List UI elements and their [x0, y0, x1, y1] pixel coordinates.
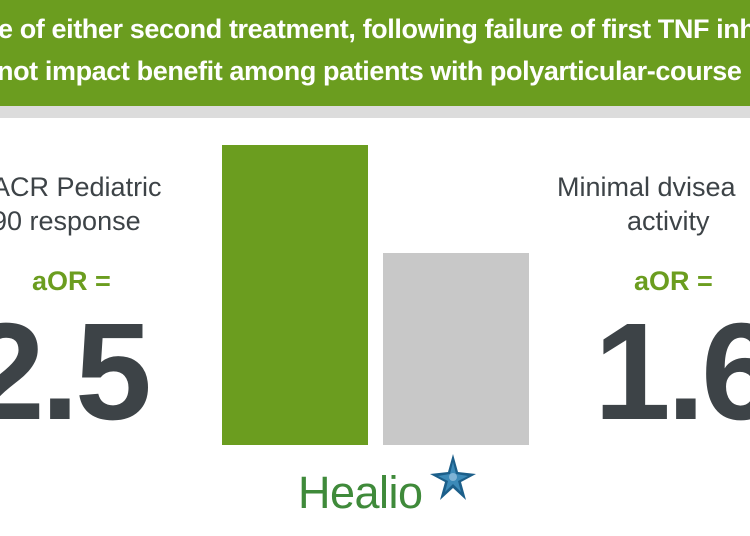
star-icon — [430, 454, 476, 500]
bar-2 — [383, 253, 529, 445]
right-stat-title-line-1: Minimal dvisea — [557, 172, 736, 202]
right-stat-value: 1.6 — [594, 295, 750, 449]
left-stat-value: 2.5 — [0, 295, 152, 449]
bar-1 — [222, 145, 368, 445]
left-stat-aor-label: aOR = — [32, 266, 111, 296]
left-stat-title-line-2: 90 response — [0, 206, 141, 236]
left-stat-title-line-1: ACR Pediatric — [0, 172, 162, 202]
title-banner: e of either second treatment, following … — [0, 0, 750, 106]
banner-title-line-2: not impact benefit among patients with p… — [0, 56, 742, 86]
right-stat-title-line-2: activity — [627, 206, 710, 236]
divider — [0, 106, 750, 118]
right-stat-aor-label: aOR = — [634, 266, 713, 296]
banner-title-line-1: e of either second treatment, following … — [0, 14, 750, 44]
healio-logo: Healio — [298, 452, 488, 522]
logo-text: Healio — [298, 467, 423, 518]
